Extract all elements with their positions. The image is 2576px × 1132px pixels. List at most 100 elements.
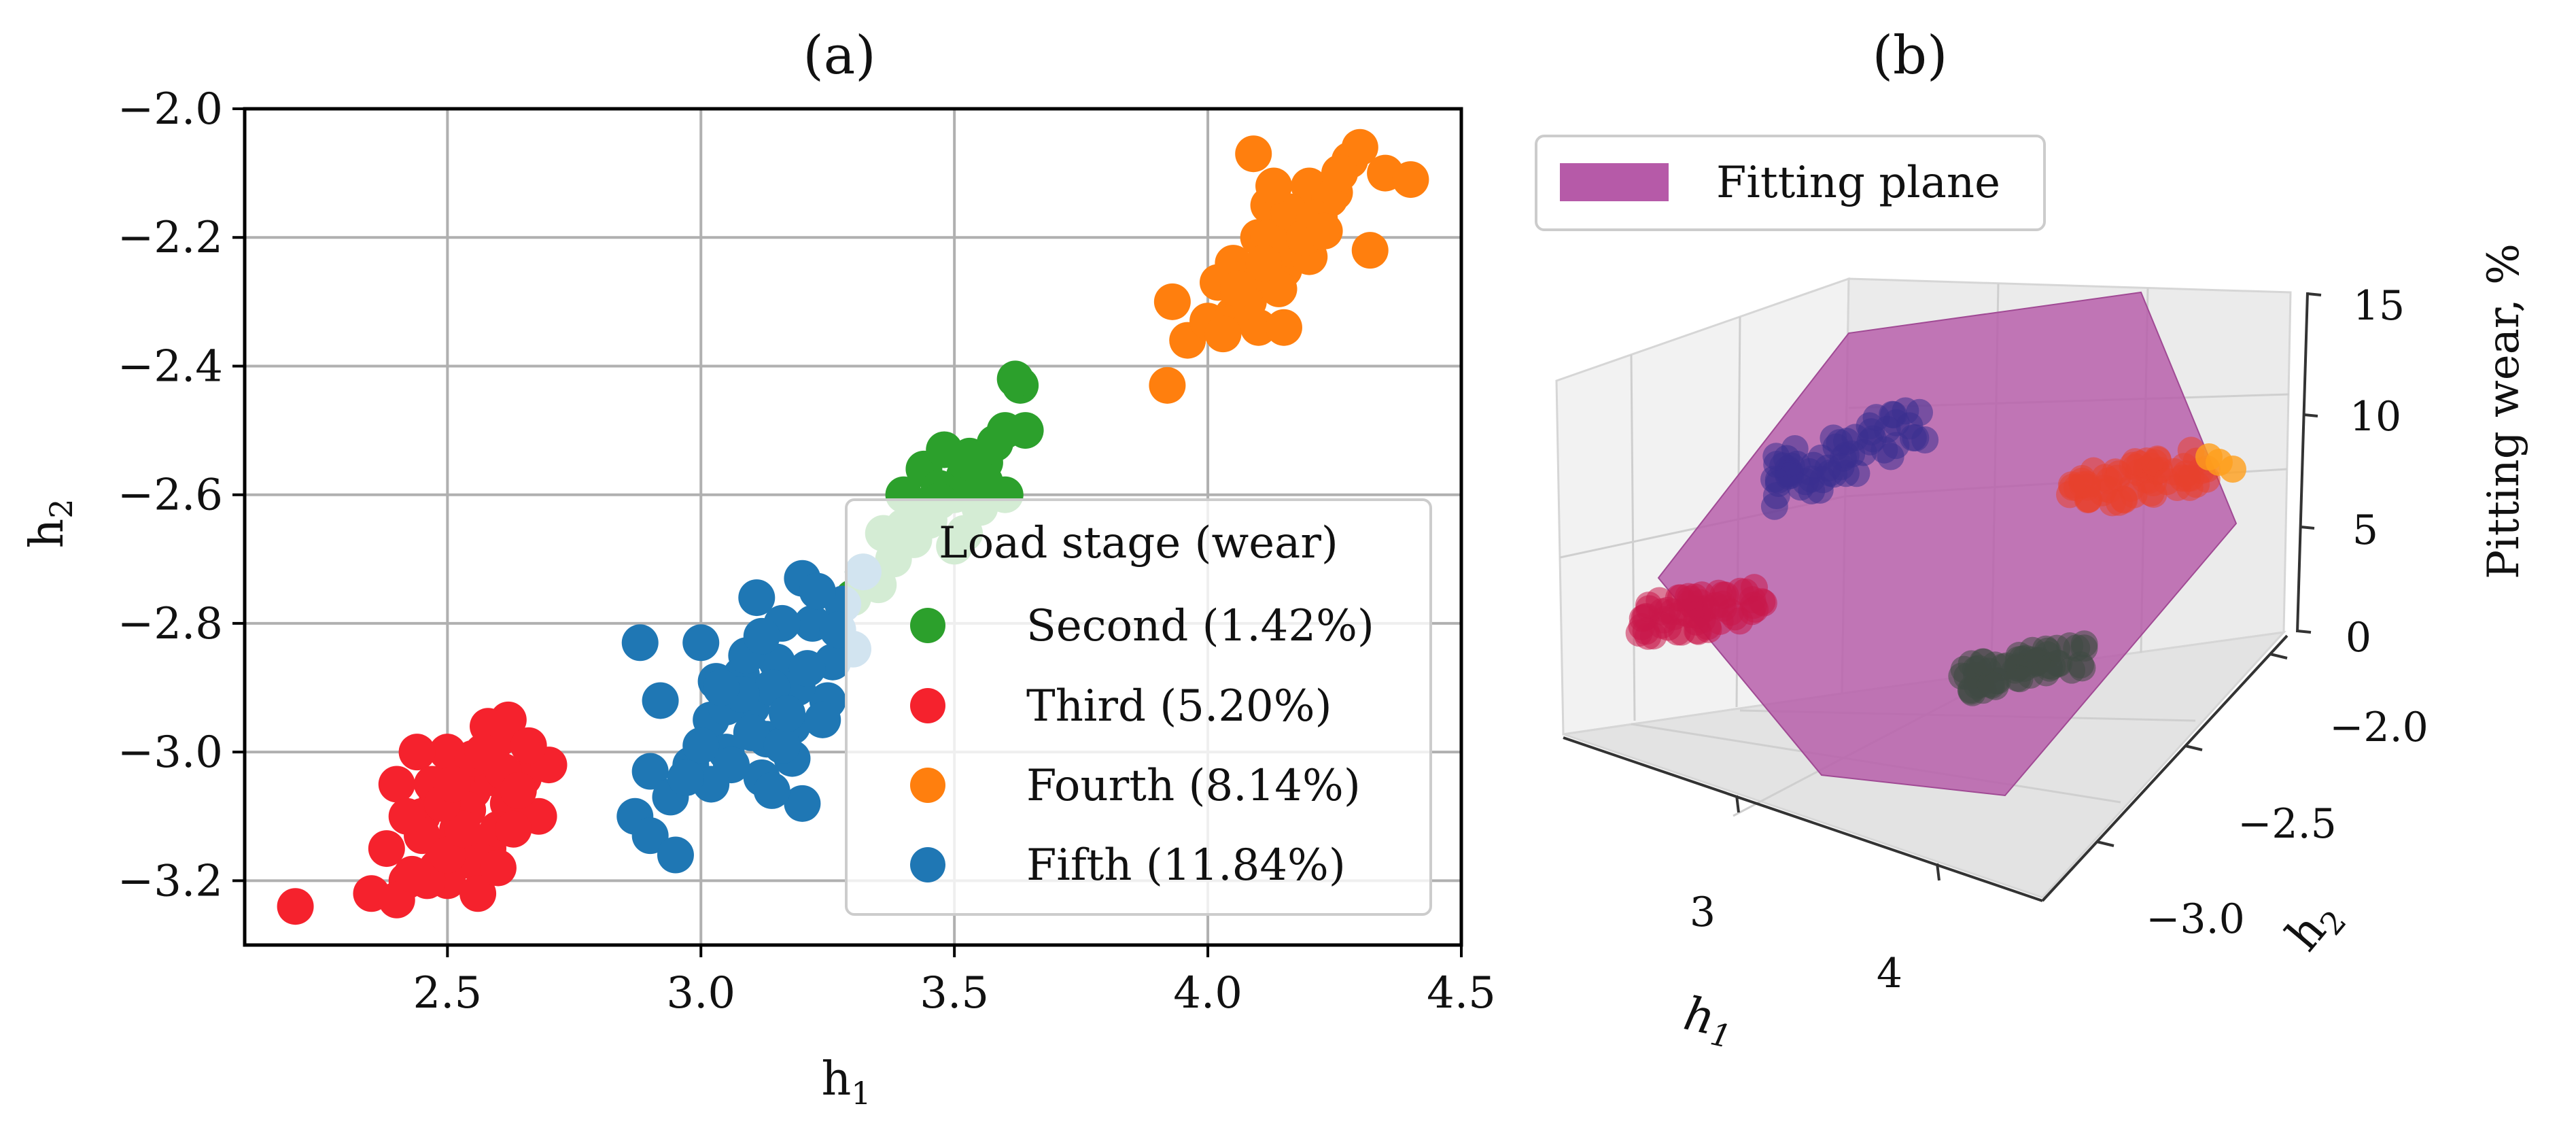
data-point	[763, 727, 801, 764]
panel-b-legend-swatch	[1560, 163, 1669, 201]
cluster-point	[2073, 470, 2101, 498]
panel-b-tick-marks	[1735, 292, 2322, 881]
cluster-point	[2219, 456, 2246, 483]
data-point	[398, 734, 436, 771]
panel-b-z-tick-label: 5	[2352, 507, 2378, 554]
cluster-point	[1892, 397, 1919, 425]
data-point	[1204, 315, 1242, 353]
data-point	[479, 849, 517, 887]
panel-b-y-axis-line	[2041, 634, 2288, 902]
data-point	[495, 810, 532, 848]
data-point	[703, 669, 740, 706]
y-tick-label: −2.0	[118, 84, 223, 135]
cluster-point	[1675, 583, 1703, 611]
data-point	[277, 888, 314, 925]
data-point	[1265, 309, 1302, 346]
data-point	[753, 772, 790, 809]
cluster-point	[1977, 670, 2004, 698]
data-point	[1351, 232, 1389, 269]
legend-marker-fourth	[910, 768, 945, 803]
data-point	[434, 766, 471, 803]
y-tick-label: −2.4	[118, 341, 223, 392]
panel-a-title: (a)	[803, 25, 875, 86]
data-point	[1392, 161, 1429, 199]
cluster-point	[1957, 650, 1985, 678]
panel-b-legend-label: Fitting plane	[1716, 158, 2000, 208]
cluster-point	[2121, 448, 2149, 476]
y-tick-label: −2.2	[118, 213, 223, 263]
panel-a-scatter: 2.5 3.0 3.5 4.0 4.5 −3.2 −3.0 −2.8 −2.6 −2.4 −2.2 −…	[20, 25, 1496, 1112]
data-point	[378, 766, 415, 803]
legend-marker-second	[910, 608, 945, 643]
legend-label-third: Third (5.20%)	[1026, 681, 1332, 732]
cluster-point	[1856, 412, 1883, 440]
x-tick-label: 4.0	[1173, 968, 1242, 1018]
data-point	[621, 624, 659, 662]
data-point	[1153, 283, 1191, 320]
data-point	[444, 810, 481, 848]
data-point	[510, 727, 547, 764]
cluster-point	[1741, 574, 1769, 602]
legend-label-fifth: Fifth (11.84%)	[1026, 840, 1346, 891]
data-point	[1321, 154, 1358, 192]
panel-a-legend-title: Load stage (wear)	[939, 518, 1338, 568]
data-point	[631, 753, 669, 790]
data-point	[388, 797, 425, 835]
data-point	[500, 772, 537, 809]
data-point	[657, 836, 694, 874]
data-point	[1255, 167, 1293, 205]
series-fourth	[1149, 128, 1429, 404]
cluster-point	[2017, 662, 2044, 689]
panel-a-axes-frame	[243, 107, 1463, 947]
data-point	[738, 579, 776, 617]
data-point	[667, 759, 704, 796]
data-point	[769, 695, 806, 732]
z-tick-mark	[2307, 292, 2322, 296]
panel-b-z-axis-label: Pitting wear, %	[2479, 243, 2529, 579]
data-point	[464, 734, 502, 771]
pane-grid-line	[1630, 354, 1636, 721]
x-tick-label: 3.5	[920, 968, 989, 1018]
x-tick-label: 3.0	[666, 968, 735, 1018]
data-point	[682, 727, 720, 764]
panel-b-y-tick-label: −2.5	[2238, 800, 2337, 848]
panel-b-title: (b)	[1873, 25, 1948, 86]
y-tick-mark	[2185, 744, 2203, 751]
series-fifth	[616, 553, 882, 874]
panel-a-legend: Load stage (wear) Second (1.42%) Third (…	[845, 498, 1432, 916]
data-point	[394, 855, 431, 893]
cluster-2	[1625, 574, 1777, 650]
panel-b-y-tick-label: −2.0	[2329, 704, 2429, 751]
panel-b-z-axis-line	[2296, 292, 2309, 633]
data-point	[733, 714, 770, 751]
x-tick-mark	[1735, 795, 1740, 813]
data-point	[799, 572, 836, 610]
legend-label-second: Second (1.42%)	[1026, 601, 1374, 651]
cluster-point	[2153, 468, 2181, 496]
cluster-point	[1632, 617, 1660, 645]
panel-b-x-axis-label: h1	[1678, 987, 1739, 1055]
x-tick-label: 4.5	[1427, 968, 1496, 1018]
panel-b-x-tick-label: 3	[1690, 889, 1716, 936]
data-point	[743, 617, 780, 655]
data-point	[368, 830, 405, 868]
data-point	[1007, 412, 1044, 449]
data-point	[996, 360, 1034, 398]
data-point	[1245, 245, 1283, 282]
data-point	[1341, 128, 1378, 166]
data-point	[459, 875, 497, 912]
legend-entry-fifth: Fifth (11.84%)	[910, 840, 1346, 891]
data-point	[788, 650, 826, 687]
panel-b-legend: Fitting plane	[1535, 135, 2046, 231]
y-tick-label: −2.6	[118, 470, 223, 521]
cluster-point	[1820, 424, 1847, 452]
panel-b-z-tick-label: 0	[2346, 614, 2371, 662]
y-tick-mark	[2269, 653, 2288, 659]
legend-marker-fifth	[910, 847, 945, 882]
legend-entry-second: Second (1.42%)	[910, 601, 1374, 651]
data-point	[631, 817, 669, 855]
y-tick-label: −3.0	[118, 727, 223, 778]
cluster-point	[2195, 443, 2223, 470]
data-point	[1235, 135, 1272, 173]
